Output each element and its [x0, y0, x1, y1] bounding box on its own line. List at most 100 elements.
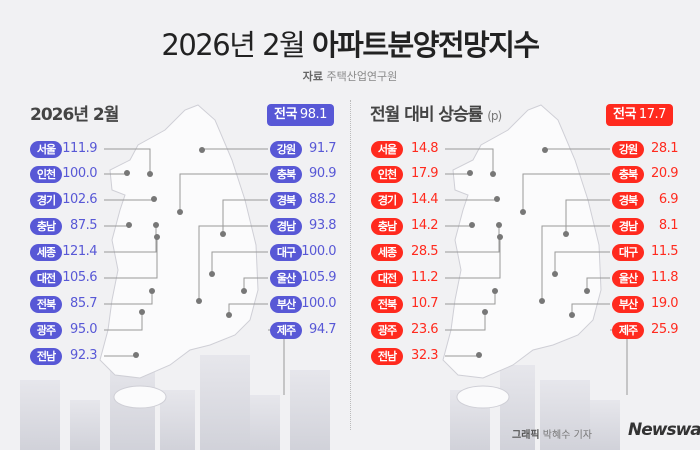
leader-line [179, 173, 268, 212]
jeju-island [113, 385, 167, 409]
region-dot [139, 309, 145, 315]
region-name-pill: 충북 [612, 166, 644, 183]
leader-line [571, 303, 610, 315]
region-dot [584, 288, 590, 294]
region-value: 93.8 [309, 218, 336, 233]
leader-line [104, 225, 157, 253]
national-index-badge: 전국 98.1 [267, 104, 334, 126]
leader-line [445, 312, 486, 331]
region-name-pill: 충남 [30, 218, 62, 235]
region-dot [199, 147, 205, 153]
region-name-pill: 대전 [30, 270, 62, 287]
leader-line [228, 303, 268, 315]
korea-mainland [442, 104, 602, 379]
newsway-logo: Newsway [628, 420, 700, 440]
region-dot [154, 234, 160, 240]
region-value: 85.7 [70, 296, 97, 311]
national-change-badge: 전국 17.7 [606, 104, 673, 126]
building [20, 380, 60, 450]
leader-line [610, 329, 628, 395]
region-name-pill: 세종 [30, 244, 62, 261]
region-dot [133, 352, 139, 358]
building [200, 355, 250, 450]
leader-line [104, 312, 143, 331]
region-name-pill: 강원 [270, 141, 302, 158]
leader-line [554, 251, 610, 274]
region-name-pill: 부산 [270, 296, 302, 313]
graphic-credit: 그래픽 박혜수 기자 [512, 430, 592, 441]
region-dot [552, 271, 558, 277]
region-value: 91.7 [309, 141, 336, 156]
region-name-pill: 강원 [612, 141, 644, 158]
panel-divider [350, 100, 351, 430]
building [540, 380, 590, 450]
region-value: 11.5 [651, 244, 678, 259]
region-dot [124, 170, 130, 176]
region-name-pill: 전남 [30, 348, 62, 365]
region-name-pill: 서울 [30, 141, 62, 158]
region-value: 95.0 [70, 322, 97, 337]
leader-line [198, 225, 268, 301]
building [500, 365, 535, 450]
region-name-pill: 대구 [270, 244, 302, 261]
right_panel-map [442, 104, 628, 409]
region-name-pill: 대전 [371, 270, 403, 287]
building [250, 395, 280, 450]
region-name-pill: 서울 [371, 141, 403, 158]
region-dot [563, 231, 569, 237]
leader-line [445, 291, 496, 305]
region-value: 32.3 [411, 348, 438, 363]
jeju-island [456, 385, 510, 409]
region-name-pill: 울산 [612, 270, 644, 287]
region-value: 20.9 [651, 166, 678, 181]
region-dot [569, 312, 575, 318]
region-value: 100.0 [62, 166, 97, 181]
region-name-pill: 울산 [270, 270, 302, 287]
building-skyline-background [0, 330, 700, 450]
region-name-pill: 전북 [30, 296, 62, 313]
region-name-pill: 충남 [371, 218, 403, 235]
page-title: 2026년 2월 아파트분양전망지수 [161, 28, 540, 62]
region-dot [539, 298, 545, 304]
region-dot [153, 222, 159, 228]
region-value: 92.3 [70, 348, 97, 363]
region-value: 28.1 [651, 141, 678, 156]
region-name-pill: 광주 [371, 322, 403, 339]
leader-line [104, 148, 151, 174]
region-dot [149, 288, 155, 294]
region-name-pill: 경기 [30, 192, 62, 209]
leader-line [211, 251, 268, 274]
leader-line [104, 291, 153, 305]
leader-line [445, 225, 500, 253]
region-value: 11.8 [651, 270, 678, 285]
region-value: 121.4 [62, 244, 97, 259]
region-value: 19.0 [651, 296, 678, 311]
building [70, 400, 100, 450]
leader-line [222, 199, 268, 234]
region-dot [467, 170, 473, 176]
region-value: 10.7 [411, 296, 438, 311]
region-dot [542, 147, 548, 153]
leader-line [268, 329, 285, 395]
region-value: 105.6 [62, 270, 97, 285]
leader-line [445, 237, 501, 279]
left_panel-map [99, 104, 285, 409]
right-panel-title: 전월 대비 상승률 (p) [370, 105, 502, 125]
korea-mainland [99, 104, 259, 379]
leader-line [104, 237, 158, 279]
region-dot [490, 171, 496, 177]
region-name-pill: 세종 [371, 244, 403, 261]
region-name-pill: 전남 [371, 348, 403, 365]
region-name-pill: 제주 [270, 322, 302, 339]
region-name-pill: 경남 [270, 218, 302, 235]
region-name-pill: 인천 [371, 166, 403, 183]
building [590, 400, 620, 450]
region-dot [476, 352, 482, 358]
region-name-pill: 인천 [30, 166, 62, 183]
region-name-pill: 경남 [612, 218, 644, 235]
region-dot [482, 309, 488, 315]
region-value: 111.9 [62, 141, 97, 156]
source-note: 자료 주택산업연구원 [302, 70, 398, 83]
region-name-pill: 경북 [612, 192, 644, 209]
leader-line [522, 173, 610, 212]
